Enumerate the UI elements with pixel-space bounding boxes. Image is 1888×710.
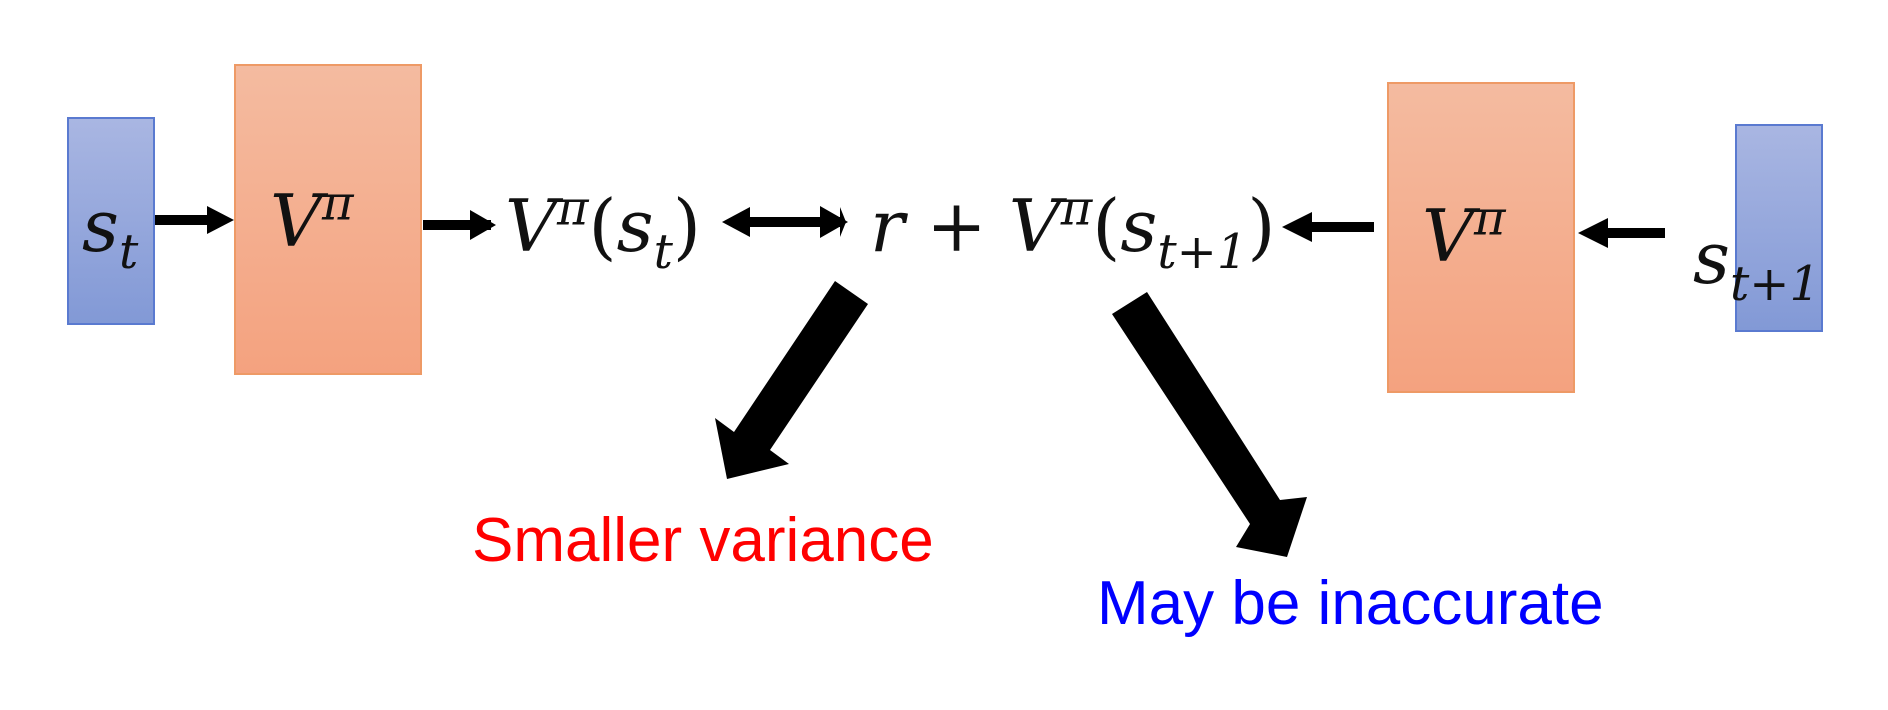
value-network-box-right (1387, 82, 1575, 393)
state-box-st (67, 117, 155, 325)
arrow-st1-to-vpi (1578, 218, 1665, 248)
caption-may-be-inaccurate: May be inaccurate (1097, 569, 1604, 638)
caption-smaller-variance: Smaller variance (472, 506, 934, 575)
state-label-st: st (82, 184, 139, 280)
value-network-label-right: Vπ (1422, 190, 1506, 278)
value-network-label-left: Vπ (270, 175, 354, 263)
state-label-st1: st+1 (1693, 216, 1820, 312)
thick-arrow-may-be-inaccurate (1112, 292, 1307, 557)
thick-arrow-smaller-variance (715, 281, 868, 479)
double-arrow-compare (722, 206, 848, 238)
arrow-vpi-to-value (423, 210, 496, 240)
value-network-box-left (234, 64, 422, 375)
arrow-st-to-vpi (155, 206, 234, 234)
value-of-st: Vπ(st) (505, 180, 701, 280)
td-target: r + Vπ(st+1) (870, 180, 1276, 280)
state-box-st1 (1735, 124, 1823, 332)
arrow-vpi-to-target (1282, 212, 1374, 242)
